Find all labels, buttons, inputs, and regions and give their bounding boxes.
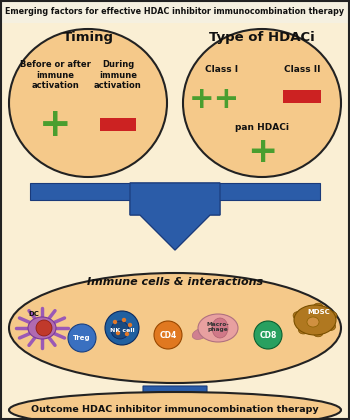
Circle shape: [113, 320, 117, 324]
FancyBboxPatch shape: [100, 118, 136, 131]
FancyBboxPatch shape: [283, 90, 321, 103]
Text: Immune cells & interactions: Immune cells & interactions: [87, 277, 263, 287]
Text: +: +: [247, 135, 277, 169]
Polygon shape: [30, 183, 320, 200]
Ellipse shape: [326, 323, 336, 331]
Text: Macro-
phage: Macro- phage: [206, 322, 229, 332]
Ellipse shape: [313, 329, 323, 337]
Text: Timing: Timing: [63, 32, 113, 45]
Ellipse shape: [293, 312, 303, 320]
Circle shape: [254, 321, 282, 349]
Text: ++: ++: [188, 86, 240, 115]
Ellipse shape: [9, 392, 341, 420]
Ellipse shape: [212, 318, 228, 338]
Text: Type of HDACi: Type of HDACi: [209, 32, 315, 45]
Ellipse shape: [294, 305, 336, 335]
Text: Before or after
immune
activation: Before or after immune activation: [20, 60, 90, 90]
Circle shape: [125, 332, 129, 336]
Circle shape: [68, 324, 96, 352]
Ellipse shape: [192, 328, 208, 339]
Text: CD4: CD4: [159, 331, 177, 339]
Text: During
immune
activation: During immune activation: [94, 60, 142, 90]
Polygon shape: [130, 183, 220, 250]
Polygon shape: [130, 183, 220, 250]
Ellipse shape: [307, 317, 319, 327]
Text: pan HDACi: pan HDACi: [235, 123, 289, 131]
Circle shape: [111, 321, 129, 339]
Text: Emerging factors for effective HDAC inhibitor immunocombination therapy: Emerging factors for effective HDAC inhi…: [6, 8, 344, 16]
Ellipse shape: [9, 29, 167, 177]
Ellipse shape: [9, 273, 341, 383]
Polygon shape: [127, 386, 223, 414]
Text: MDSC: MDSC: [308, 309, 330, 315]
Ellipse shape: [299, 326, 308, 334]
Ellipse shape: [198, 314, 238, 342]
Ellipse shape: [28, 317, 56, 339]
Circle shape: [154, 321, 182, 349]
Circle shape: [116, 331, 120, 335]
Text: +: +: [39, 106, 71, 144]
Text: CD8: CD8: [259, 331, 277, 339]
Ellipse shape: [183, 29, 341, 177]
Text: Outcome HDAC inhibitor immunocombination therapy: Outcome HDAC inhibitor immunocombination…: [31, 405, 319, 415]
Circle shape: [36, 320, 52, 336]
Text: NK cell: NK cell: [110, 328, 134, 333]
Circle shape: [128, 323, 132, 327]
Ellipse shape: [313, 303, 323, 311]
Circle shape: [122, 318, 126, 322]
Ellipse shape: [327, 312, 337, 320]
FancyBboxPatch shape: [1, 1, 349, 23]
Text: Class II: Class II: [284, 66, 320, 74]
Text: Treg: Treg: [73, 335, 91, 341]
Text: Class I: Class I: [205, 66, 239, 74]
Circle shape: [105, 311, 139, 345]
Text: DC: DC: [29, 311, 40, 317]
